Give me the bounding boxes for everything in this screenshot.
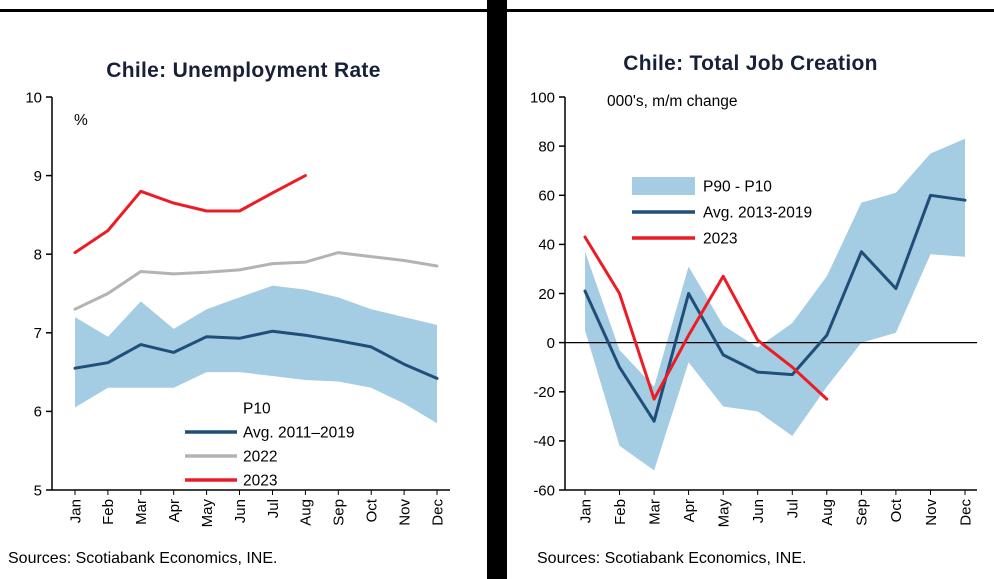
job-creation-chart: 100 80 60 40 20 0 -20 -40 -60 Jan Feb Mar Apr May Jun J… — [530, 89, 977, 528]
x-tick-label: May — [199, 499, 216, 528]
unemployment-chart: 10 9 8 7 6 5 Jan Feb Mar Apr May Jun Jul Aug Sep Oct Nov… — [25, 89, 450, 528]
y-tick-label: 20 — [538, 286, 555, 303]
x-tick-label: Jul — [785, 499, 802, 518]
y-tick-label: 40 — [538, 237, 555, 254]
legend-marker-0 — [632, 177, 695, 195]
job-creation-sources-note: Sources: Scotiabank Economics, INE. — [537, 550, 807, 567]
y-tick-label: 80 — [538, 138, 555, 155]
series-line-avg-2013-2019 — [583, 193, 967, 423]
x-tick-label: Apr — [681, 499, 698, 522]
y-tick-label: 0 — [547, 335, 555, 352]
p90-p10-band — [75, 285, 437, 424]
series-line-2022 — [73, 251, 439, 311]
y-tick-label: -40 — [533, 433, 555, 450]
y-tick-label: 60 — [538, 188, 555, 205]
y-tick-label: 7 — [34, 325, 42, 342]
legend-label-3: 2023 — [243, 472, 277, 489]
series-line-2023 — [73, 174, 307, 255]
y-tick-label: -20 — [533, 384, 555, 401]
x-tick-label: Sep — [331, 499, 348, 526]
job-creation-panel: 100 80 60 40 20 0 -20 -40 -60 Jan Feb Mar Apr May Jun J… — [507, 0, 994, 579]
y-tick-label: -60 — [533, 482, 555, 499]
legend-label-0: P90 - P10 — [703, 178, 772, 195]
legend-label-1: Avg. 2013-2019 — [703, 204, 812, 221]
x-tick-label: Jan — [577, 499, 594, 523]
x-tick-label: Jan — [67, 499, 84, 523]
unit-label: % — [74, 112, 88, 129]
y-tick-label: 5 — [34, 482, 42, 499]
unemployment-chart-title: Chile: Unemployment Rate — [106, 59, 381, 82]
x-tick-label: Sep — [854, 499, 871, 526]
series-line-avg-2011-2019 — [73, 329, 439, 380]
y-tick-label: 10 — [25, 89, 42, 106]
y-tick-label: 6 — [34, 404, 42, 421]
x-tick-label: Jun — [750, 499, 767, 523]
panel-divider — [487, 0, 507, 579]
legend-label-2: 2022 — [243, 448, 277, 465]
x-tick-label: Feb — [612, 499, 629, 525]
x-tick-label: Dec — [957, 499, 974, 526]
unemployment-sources-note: Sources: Scotiabank Economics, INE. — [8, 550, 278, 567]
legend-label-0: P10 — [243, 400, 271, 417]
x-tick-label: Aug — [819, 499, 836, 526]
x-tick-label: Mar — [133, 499, 150, 525]
x-tick-label: Aug — [298, 499, 315, 526]
y-tick-label: 9 — [34, 168, 42, 185]
y-tick-label: 8 — [34, 246, 42, 263]
x-tick-label: Feb — [100, 499, 117, 525]
x-tick-label: Jun — [232, 499, 249, 523]
y-tick-label: 100 — [530, 89, 555, 106]
x-tick-label: Oct — [888, 498, 905, 522]
x-tick-label: Apr — [166, 499, 183, 522]
unemployment-panel: 10 9 8 7 6 5 Jan Feb Mar Apr May Jun Jul Aug Sep Oct Nov… — [0, 0, 487, 579]
series-line-2023 — [583, 235, 829, 401]
x-tick-label: Nov — [923, 499, 940, 526]
x-tick-label: Jul — [265, 499, 282, 518]
x-tick-label: Dec — [429, 499, 446, 526]
legend-label-2: 2023 — [703, 230, 737, 247]
x-tick-label: Nov — [396, 499, 413, 526]
x-tick-label: Oct — [363, 498, 380, 522]
job-creation-chart-title: Chile: Total Job Creation — [623, 52, 878, 75]
legend-label-1: Avg. 2011–2019 — [243, 424, 354, 441]
x-tick-label: May — [715, 499, 732, 528]
x-tick-label: Mar — [646, 499, 663, 525]
unit-label: 000's, m/m change — [607, 93, 737, 110]
p90-p10-band — [585, 138, 965, 471]
